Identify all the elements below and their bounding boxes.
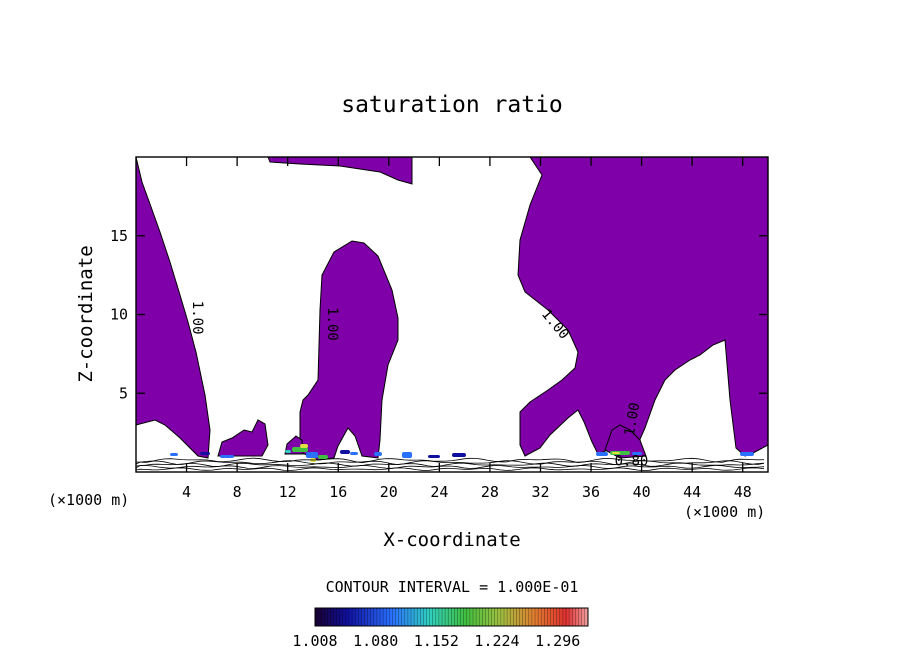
x-axis-label: X-coordinate [383, 529, 520, 551]
x-axis-ticks: 4 8 12 16 20 24 28 32 36 40 44 48 [182, 157, 752, 501]
mound-near-40 [604, 424, 647, 459]
center-plume [299, 240, 399, 461]
colorbar [314, 607, 589, 627]
y-tick-label: 10 [110, 306, 128, 324]
low-level-cell [740, 452, 754, 456]
x-tick-label: 20 [380, 483, 398, 501]
colorbar-tick-label: 1.080 [353, 632, 398, 650]
x-tick-label: 4 [182, 483, 191, 501]
y-axis-label: Z-coordinate [75, 245, 97, 382]
surface-contour [136, 457, 765, 464]
contour-label: 1.00 [189, 301, 205, 335]
x-tick-label: 12 [279, 483, 297, 501]
colorbar-tick-label: 1.224 [474, 632, 519, 650]
top-region [267, 157, 413, 185]
low-level-cell [292, 447, 308, 452]
x-tick-label: 44 [683, 483, 701, 501]
contour-interval-text: CONTOUR INTERVAL = 1.000E-01 [326, 578, 579, 596]
low-level-cell [300, 444, 308, 448]
x-units-left: (×1000 m) [48, 491, 129, 509]
surface-contour-lines [136, 457, 765, 472]
x-tick-label: 8 [233, 483, 242, 501]
x-tick-label: 32 [531, 483, 549, 501]
left-region [136, 157, 211, 459]
y-axis-ticks: 5 10 15 [110, 227, 768, 402]
low-level-cell [596, 452, 608, 456]
low-level-cell [220, 455, 234, 458]
low-level-cell [632, 452, 642, 455]
low-level-cell [170, 453, 178, 456]
low-level-cell [340, 450, 350, 454]
colorbar-tick-label: 1.008 [292, 632, 337, 650]
low-level-cell [318, 455, 328, 459]
colorbar-tick-label: 1.296 [535, 632, 580, 650]
right-region [517, 157, 768, 457]
low-level-cell [350, 452, 358, 455]
surface-contour [136, 467, 765, 472]
contour-label: 0.80 [615, 454, 649, 470]
x-units-right: (×1000 m) [684, 503, 765, 521]
low-level-cell [306, 452, 318, 458]
low-level-cell [428, 455, 440, 458]
plot-area: 1.00 1.00 1.001.000.80 [136, 157, 768, 472]
low-level-cell [612, 452, 620, 454]
y-tick-label: 15 [110, 227, 128, 245]
low-level-cell [374, 452, 382, 456]
x-tick-label: 28 [481, 483, 499, 501]
x-tick-label: 40 [633, 483, 651, 501]
low-level-cell [285, 450, 291, 453]
surface-contour [136, 462, 765, 467]
x-tick-label: 36 [582, 483, 600, 501]
x-tick-label: 48 [734, 483, 752, 501]
low-level-cell [200, 452, 210, 455]
colorbar-tick-label: 1.152 [414, 632, 459, 650]
chart-title: saturation ratio [341, 92, 563, 118]
low-level-cell [452, 453, 466, 457]
x-tick-label: 24 [430, 483, 448, 501]
contour-label: 1.00 [622, 401, 644, 437]
supersaturated-regions [136, 157, 768, 462]
small-mound-a [217, 419, 269, 457]
surface-contour [136, 460, 765, 466]
y-tick-label: 5 [119, 384, 128, 402]
surface-contour [136, 464, 765, 469]
low-level-cell [402, 452, 412, 458]
colorbar-tick-labels: 1.008 1.080 1.152 1.224 1.296 [292, 632, 580, 650]
x-tick-label: 16 [329, 483, 347, 501]
contour-label: 1.00 [324, 307, 340, 341]
